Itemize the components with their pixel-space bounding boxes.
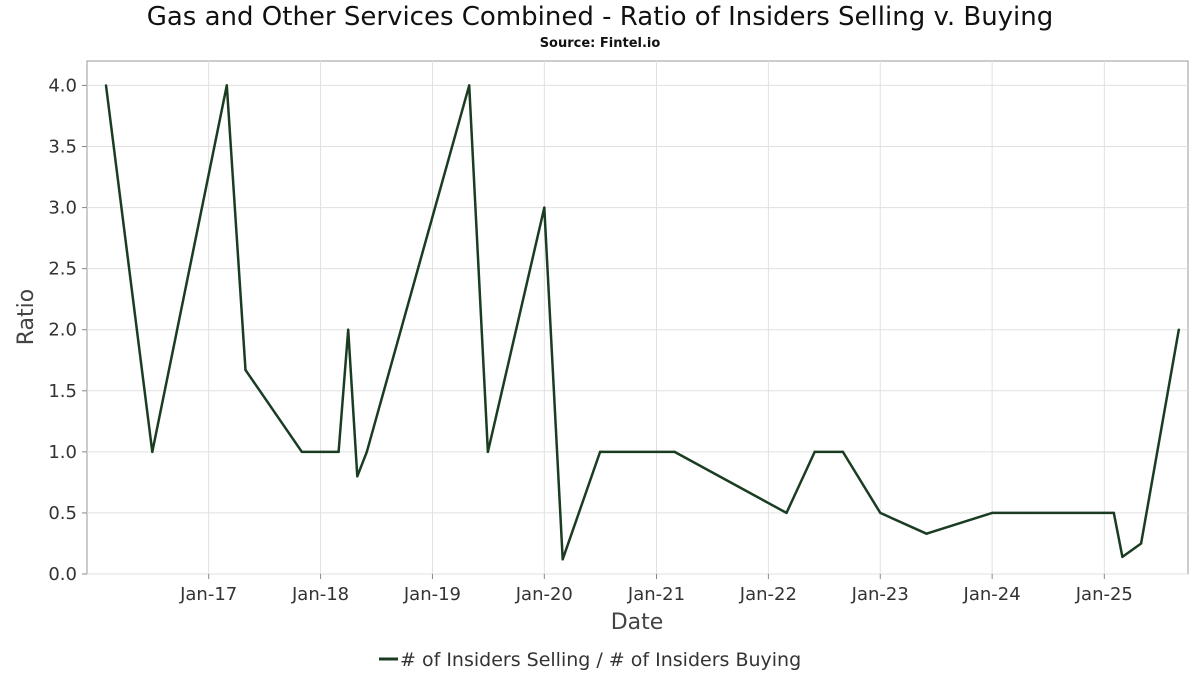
y-tick-label: 2.5 bbox=[48, 259, 77, 280]
x-tick-label: Jan-25 bbox=[1075, 584, 1133, 605]
data-point bbox=[841, 450, 845, 454]
data-point bbox=[1177, 328, 1181, 331]
legend: # of Insiders Selling / # of Insiders Bu… bbox=[379, 649, 801, 671]
x-tick-label: Jan-22 bbox=[739, 584, 797, 605]
x-tick-label: Jan-17 bbox=[179, 584, 237, 605]
grid-lines bbox=[87, 61, 1188, 575]
y-tick-label: 1.0 bbox=[48, 442, 77, 463]
axis-ticks: 0.0 0.5 1.0 1.5 2.0 2.5 3.0 3.5 4.0 Jan-17 Jan-18 J… bbox=[48, 75, 1133, 605]
data-point bbox=[785, 511, 788, 515]
x-tick-label: Jan-20 bbox=[515, 584, 573, 605]
x-tick-label: Jan-23 bbox=[851, 584, 909, 605]
data-point bbox=[561, 558, 564, 561]
data-point bbox=[879, 511, 882, 515]
data-point bbox=[337, 450, 340, 454]
data-point bbox=[598, 450, 602, 454]
data-point bbox=[925, 532, 928, 535]
data-point bbox=[356, 475, 359, 478]
data-point bbox=[673, 450, 676, 454]
data-point bbox=[1112, 511, 1116, 515]
data-point bbox=[244, 368, 247, 372]
data-point bbox=[1121, 555, 1124, 559]
y-axis-label: Ratio bbox=[14, 289, 39, 345]
data-point bbox=[813, 450, 816, 454]
data-point bbox=[1028, 511, 1031, 515]
data-point bbox=[365, 450, 369, 454]
y-tick-label: 3.0 bbox=[48, 198, 77, 219]
chart-title: Gas and Other Services Combined - Ratio … bbox=[146, 2, 1054, 32]
series-layer bbox=[104, 84, 1181, 561]
plot-area bbox=[86, 60, 1189, 575]
data-point bbox=[990, 511, 994, 515]
x-axis-label: Date bbox=[611, 610, 664, 635]
x-tick-label: Jan-18 bbox=[291, 584, 349, 605]
chart-subtitle: Source: Fintel.io bbox=[539, 36, 661, 51]
data-point bbox=[300, 450, 304, 454]
data-point bbox=[486, 450, 490, 454]
x-tick-label: Jan-21 bbox=[627, 584, 685, 605]
y-tick-label: 0.5 bbox=[48, 503, 77, 524]
data-point bbox=[104, 84, 108, 87]
data-point bbox=[1139, 542, 1143, 545]
data-point bbox=[346, 328, 350, 331]
legend-label: # of Insiders Selling / # of Insiders Bu… bbox=[400, 649, 801, 671]
data-point bbox=[468, 84, 471, 87]
data-point bbox=[225, 84, 228, 87]
x-tick-label: Jan-19 bbox=[403, 584, 461, 605]
y-tick-label: 3.5 bbox=[48, 137, 77, 158]
y-tick-label: 4.0 bbox=[48, 75, 77, 96]
y-tick-label: 0.0 bbox=[48, 564, 77, 585]
y-tick-label: 2.0 bbox=[48, 320, 77, 341]
series-line bbox=[104, 84, 1181, 561]
data-point bbox=[151, 450, 154, 454]
y-tick-label: 1.5 bbox=[48, 381, 77, 402]
x-tick-label: Jan-24 bbox=[963, 584, 1021, 605]
data-point bbox=[543, 206, 546, 209]
